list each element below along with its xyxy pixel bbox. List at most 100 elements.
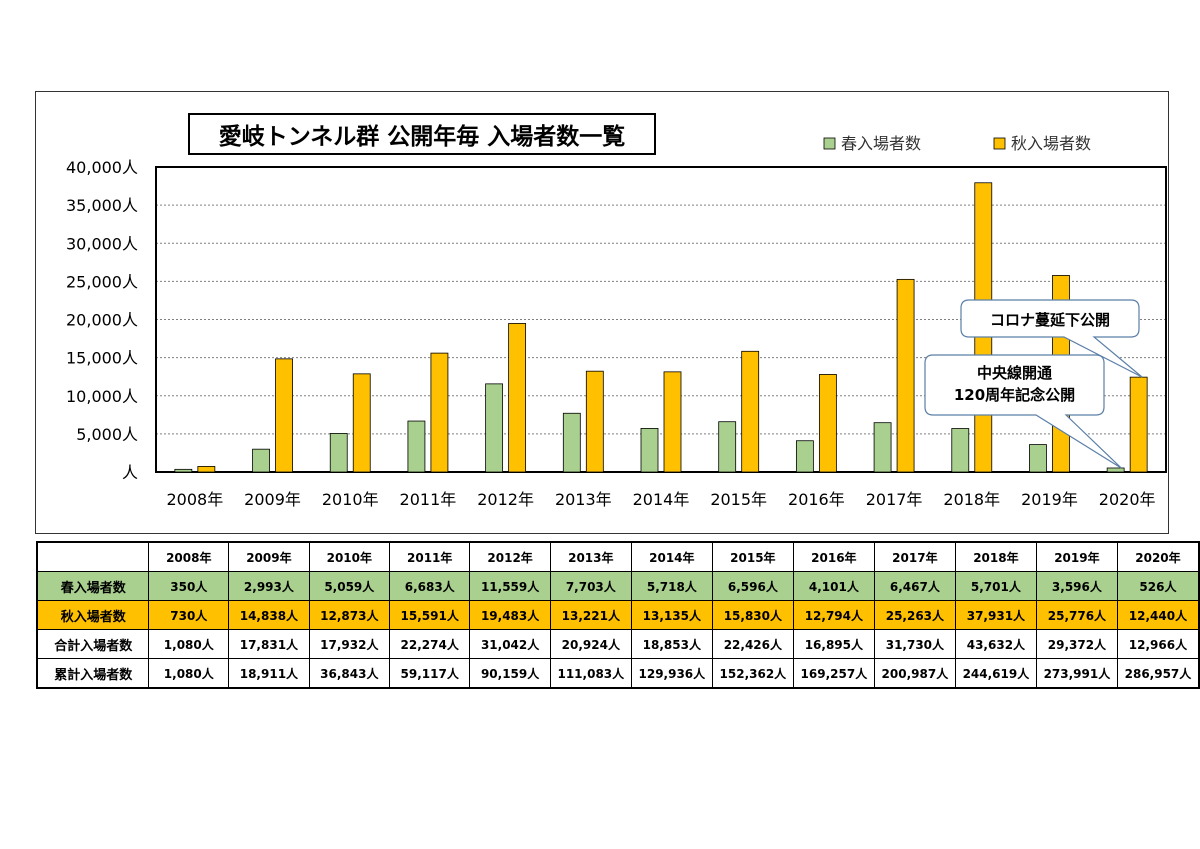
x-tick-label: 2018年 bbox=[943, 490, 1000, 509]
table-corner-cell bbox=[36, 541, 150, 572]
table-cell: 22,274人 bbox=[388, 629, 471, 659]
table-cell: 17,831人 bbox=[228, 629, 310, 659]
table-row-label: 秋入場者数 bbox=[36, 600, 150, 630]
table-row-label: 累計入場者数 bbox=[36, 658, 150, 689]
table-row-autumn: 秋入場者数 730人 14,838人 12,873人 15,591人 19,483人 13,… bbox=[36, 600, 1200, 630]
x-tick-label: 2011年 bbox=[400, 490, 457, 509]
bar-autumn bbox=[352, 373, 371, 473]
y-tick-label: 40,000人 bbox=[66, 158, 138, 177]
x-tick-label: 2010年 bbox=[322, 490, 379, 509]
bar-spring bbox=[795, 440, 814, 473]
bar-spring bbox=[1029, 444, 1047, 473]
table-cell: 200,987人 bbox=[873, 658, 956, 689]
x-tick-label: 2008年 bbox=[166, 490, 223, 509]
table-cell: 29,372人 bbox=[1035, 629, 1118, 659]
table-cell: 43,632人 bbox=[954, 629, 1037, 659]
table-cell: 6,683人 bbox=[388, 571, 471, 601]
table-cell: 3,596人 bbox=[1035, 571, 1118, 601]
y-tick-label: 5,000人 bbox=[76, 425, 138, 444]
x-tick-label: 2009年 bbox=[244, 490, 301, 509]
callout-chuo-line bbox=[924, 354, 1122, 469]
bar-spring bbox=[252, 448, 270, 473]
table-cell: 12,794人 bbox=[792, 600, 875, 630]
bar-autumn bbox=[741, 350, 760, 473]
chart-title-box bbox=[188, 113, 656, 155]
table-cell: 5,718人 bbox=[630, 571, 713, 601]
bar-spring bbox=[951, 428, 970, 473]
table-row-spring: 春入場者数 350人 2,993人 5,059人 6,683人 11,559人 7,703人… bbox=[36, 571, 1200, 601]
table-cell: 5,701人 bbox=[954, 571, 1037, 601]
bar-spring bbox=[329, 433, 348, 473]
table-cell: 15,591人 bbox=[388, 600, 471, 630]
table-row-total: 合計入場者数 1,080人 17,831人 17,932人 22,274人 31,042人… bbox=[36, 629, 1200, 659]
table-cell: 59,117人 bbox=[388, 658, 471, 689]
table-cell: 18,911人 bbox=[228, 658, 310, 689]
bar-autumn bbox=[1129, 376, 1148, 473]
table-cell: 16,895人 bbox=[792, 629, 875, 659]
table-year-header: 2011年 bbox=[388, 541, 471, 572]
table-year-header: 2014年 bbox=[630, 541, 713, 572]
table-cell: 169,257人 bbox=[792, 658, 875, 689]
bar-autumn bbox=[663, 371, 682, 473]
callout-chuo-line-text: 120周年記念公開 bbox=[954, 386, 1075, 404]
x-tick-label: 2017年 bbox=[866, 490, 923, 509]
bar-autumn bbox=[275, 358, 293, 473]
table-row-label: 合計入場者数 bbox=[36, 629, 150, 659]
stats-table: 2008年 2009年 2010年 2011年 2012年 2013年 2014年 2015年… bbox=[36, 541, 1200, 689]
bar-autumn bbox=[818, 374, 837, 473]
x-tick-label: 2013年 bbox=[555, 490, 612, 509]
y-tick-label: 20,000人 bbox=[66, 311, 138, 330]
table-year-header: 2017年 bbox=[873, 541, 956, 572]
x-tick-label: 2015年 bbox=[710, 490, 767, 509]
table-cell: 15,830人 bbox=[711, 600, 794, 630]
bar-autumn bbox=[197, 466, 216, 473]
callout-corona bbox=[960, 299, 1143, 378]
bar-spring bbox=[640, 428, 659, 473]
y-tick-label: 30,000人 bbox=[66, 234, 138, 253]
table-cell: 286,957人 bbox=[1116, 658, 1200, 689]
y-tick-label: 25,000人 bbox=[66, 272, 138, 291]
table-cell: 11,559人 bbox=[469, 571, 551, 601]
y-tick-label: 10,000人 bbox=[66, 387, 138, 406]
chart-title: 愛岐トンネル群 公開年毎 入場者数一覧 bbox=[219, 123, 626, 150]
x-tick-label: 2020年 bbox=[1099, 490, 1156, 509]
y-tick-label: 35,000人 bbox=[66, 196, 138, 215]
bar-spring bbox=[1106, 467, 1125, 473]
legend-label-autumn: 秋入場者数 bbox=[1011, 134, 1091, 153]
table-cell: 6,596人 bbox=[711, 571, 794, 601]
table-year-header: 2020年 bbox=[1116, 541, 1200, 572]
legend-label-spring: 春入場者数 bbox=[841, 134, 921, 153]
table-cell: 2,993人 bbox=[228, 571, 310, 601]
table-cell: 350人 bbox=[148, 571, 230, 601]
table-cell: 13,221人 bbox=[549, 600, 632, 630]
table-year-header: 2010年 bbox=[308, 541, 391, 572]
table-cell: 6,467人 bbox=[873, 571, 956, 601]
table-cell: 5,059人 bbox=[308, 571, 391, 601]
bar-spring bbox=[873, 422, 892, 473]
legend-swatch-autumn bbox=[993, 137, 1006, 150]
table-year-header: 2012年 bbox=[469, 541, 551, 572]
table-cell: 244,619人 bbox=[954, 658, 1037, 689]
x-tick-label: 2012年 bbox=[477, 490, 534, 509]
table-cell: 273,991人 bbox=[1035, 658, 1118, 689]
table-year-header: 2009年 bbox=[228, 541, 310, 572]
x-tick-label: 2019年 bbox=[1021, 490, 1078, 509]
table-cell: 19,483人 bbox=[469, 600, 551, 630]
table-row-label: 春入場者数 bbox=[36, 571, 150, 601]
bar-autumn bbox=[896, 278, 915, 473]
table-cell: 1,080人 bbox=[148, 629, 230, 659]
legend-swatch-spring bbox=[823, 137, 836, 150]
table-cell: 526人 bbox=[1116, 571, 1200, 601]
table-cell: 12,873人 bbox=[308, 600, 391, 630]
table-year-header: 2008年 bbox=[148, 541, 230, 572]
callout-chuo-line-text: 中央線開通 bbox=[977, 364, 1052, 382]
bar-autumn bbox=[585, 370, 604, 473]
bar-spring bbox=[562, 412, 581, 473]
chart-frame: 人 5,000人 10,000人 15,000人 20,000人 25,000人 30,00… bbox=[35, 91, 1169, 534]
table-cell: 17,932人 bbox=[308, 629, 391, 659]
callout-corona-text: コロナ蔓延下公開 bbox=[990, 311, 1110, 329]
table-cell: 13,135人 bbox=[630, 600, 713, 630]
table-cell: 31,042人 bbox=[469, 629, 551, 659]
bar-chart: 人 5,000人 10,000人 15,000人 20,000人 25,000人 30,00… bbox=[66, 113, 1167, 509]
table-year-header: 2018年 bbox=[954, 541, 1037, 572]
